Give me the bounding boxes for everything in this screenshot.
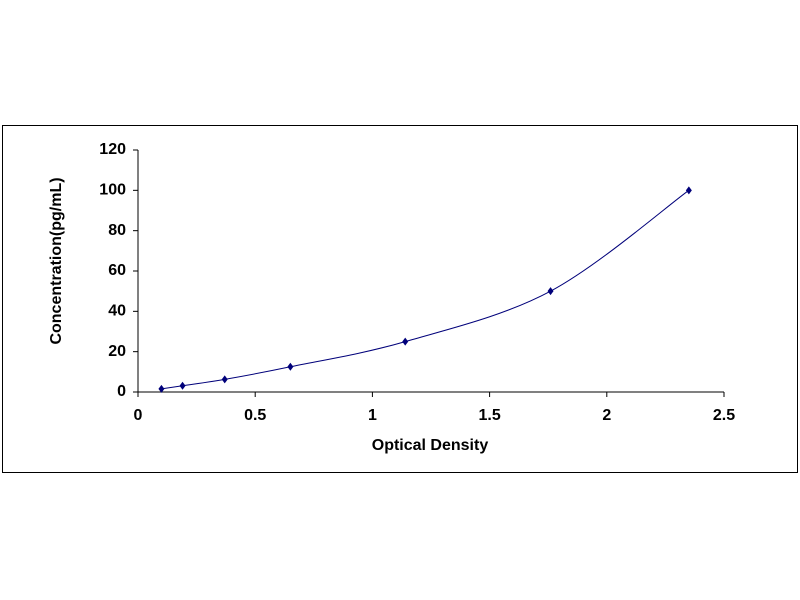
y-tick-label: 0 [117, 383, 126, 400]
y-tick-label: 60 [108, 262, 126, 279]
y-tick-label: 20 [108, 343, 126, 360]
y-axis-label: Concentration(pg/mL) [48, 177, 65, 344]
point [221, 375, 228, 384]
y-tick-label: 40 [108, 303, 126, 320]
point [179, 381, 186, 390]
chart-frame [2, 125, 798, 473]
curve [161, 189, 690, 390]
point [158, 384, 165, 393]
x-tick-label: 0.5 [244, 407, 266, 424]
x-tick-label: 0 [134, 407, 143, 424]
x-tick-label: 2 [602, 407, 611, 424]
y-tick-label: 100 [99, 182, 126, 199]
point [402, 337, 409, 346]
x-tick-label: 1 [368, 407, 377, 424]
point [547, 287, 554, 296]
y-tick-label: 120 [99, 141, 126, 158]
point [287, 362, 294, 371]
point [685, 186, 692, 195]
x-axis-label: Optical Density [372, 437, 489, 454]
x-tick-label: 1.5 [478, 407, 500, 424]
x-tick-label: 2.5 [713, 407, 735, 424]
y-tick-label: 80 [108, 222, 126, 239]
